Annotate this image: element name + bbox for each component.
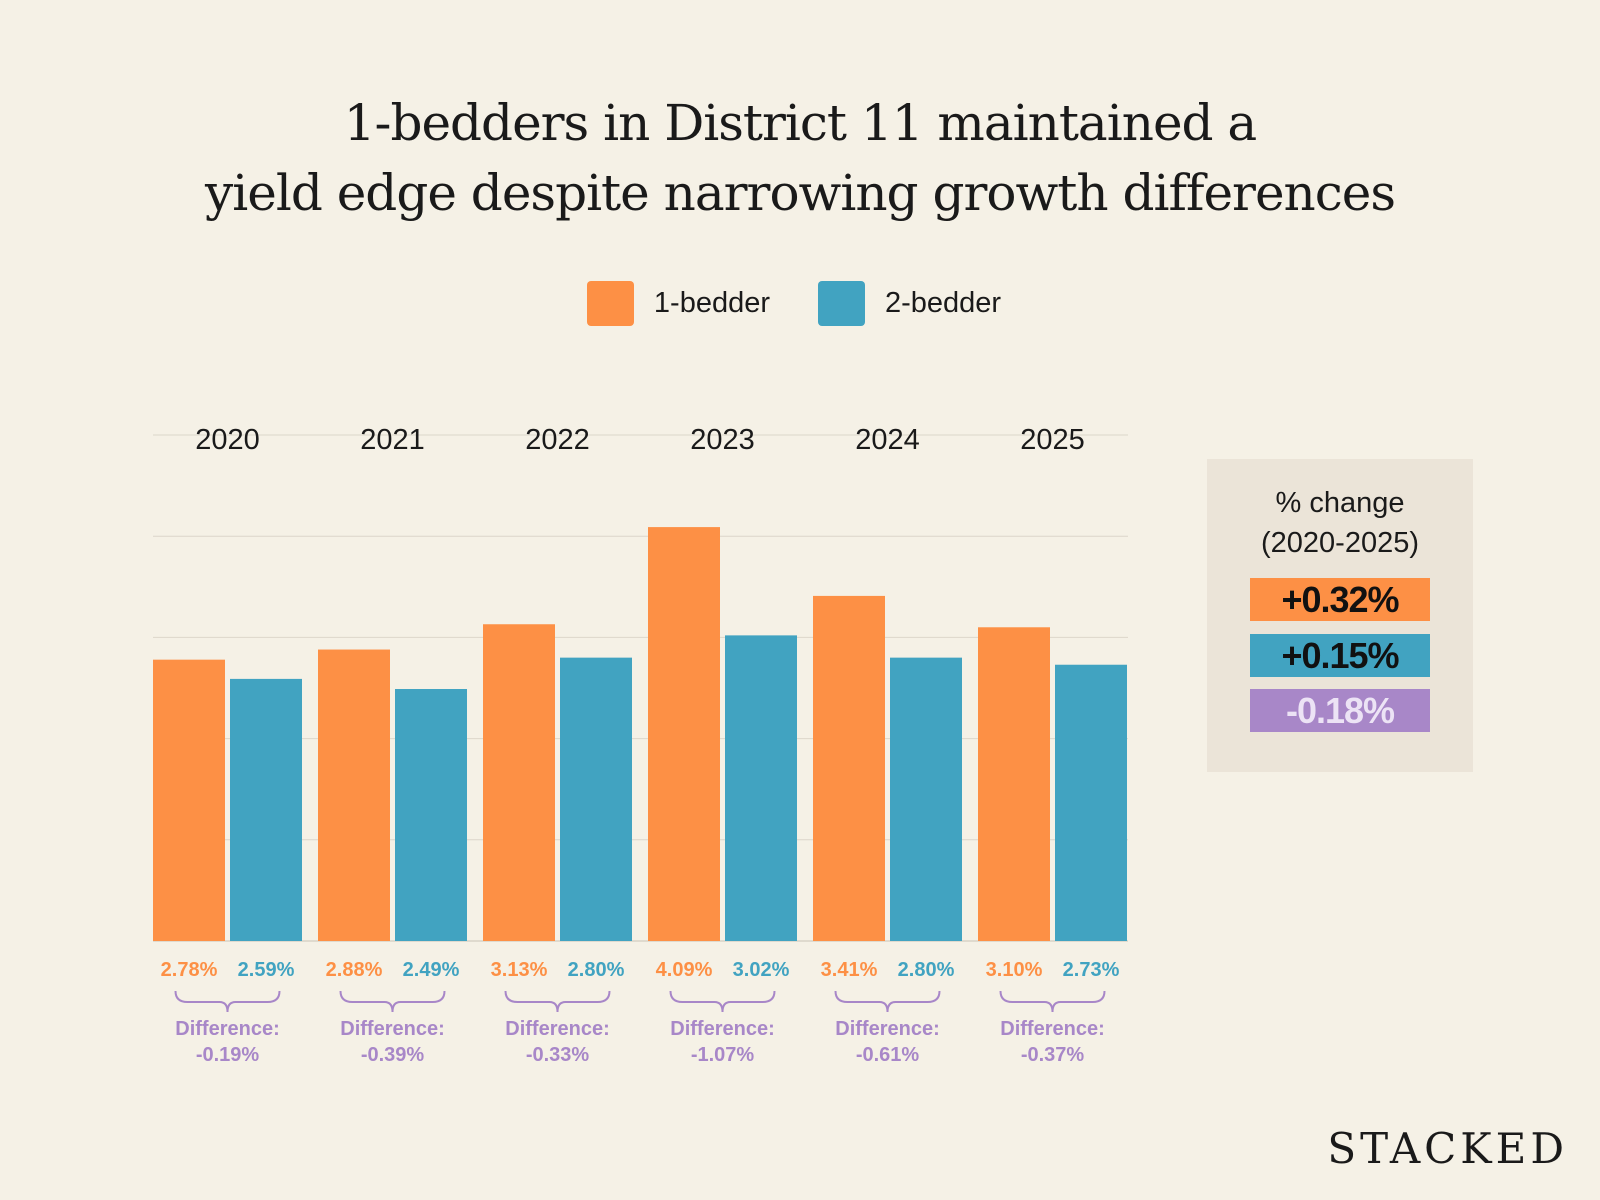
panel-title: % change (2020-2025): [1207, 483, 1473, 563]
bar-1-bedder: [318, 649, 390, 941]
title-line-2: yield edge despite narrowing growth diff…: [205, 164, 1396, 222]
difference-value: -0.61%: [856, 1044, 920, 1066]
year-label: 2025: [1020, 424, 1085, 456]
bar-1-bedder: [978, 627, 1050, 941]
legend-item-2-bedder: 2-bedder: [818, 281, 1001, 326]
bar-2-bedder: [560, 657, 632, 941]
year-label: 2020: [195, 424, 260, 456]
difference-value: -0.33%: [526, 1044, 590, 1066]
legend: 1-bedder 2-bedder: [0, 281, 1600, 326]
bar-1-bedder: [153, 659, 225, 941]
stacked-logo: STACKED: [1327, 1124, 1568, 1173]
value-label: 2.59%: [238, 959, 295, 981]
value-label: 2.80%: [568, 959, 625, 981]
difference-label: Difference:: [505, 1018, 609, 1040]
panel-title-line-2: (2020-2025): [1261, 527, 1419, 559]
brace: [504, 990, 611, 1013]
difference-value: -0.39%: [361, 1044, 425, 1066]
difference-label: Difference:: [175, 1018, 279, 1040]
difference-label: Difference:: [1000, 1018, 1104, 1040]
difference-label: Difference:: [670, 1018, 774, 1040]
brace: [999, 990, 1106, 1013]
value-label: 2.73%: [1063, 959, 1120, 981]
title-line-1: 1-bedders in District 11 maintained a: [343, 94, 1258, 152]
difference-label: Difference:: [835, 1018, 939, 1040]
bar-1-bedder: [483, 624, 555, 941]
year-label: 2021: [360, 424, 425, 456]
legend-item-1-bedder: 1-bedder: [586, 281, 770, 326]
brace: [834, 990, 941, 1013]
difference-value: -0.19%: [196, 1044, 260, 1066]
bar-2-bedder: [395, 689, 467, 941]
bar-2-bedder: [230, 678, 302, 941]
chart-title: 1-bedders in District 11 maintained a yi…: [0, 88, 1600, 228]
panel-title-line-1: % change: [1275, 487, 1405, 519]
bar-1-bedder: [648, 527, 720, 941]
difference-label: Difference:: [340, 1018, 444, 1040]
difference-value: -0.37%: [1021, 1044, 1085, 1066]
brace: [174, 990, 281, 1013]
value-label: 2.80%: [898, 959, 955, 981]
legend-swatch-orange: [586, 281, 634, 326]
bar-2-bedder: [725, 635, 797, 941]
difference-value: -1.07%: [691, 1044, 755, 1066]
year-label: 2024: [855, 424, 920, 456]
brace: [669, 990, 776, 1013]
legend-swatch-blue: [818, 281, 865, 326]
value-label: 2.88%: [326, 959, 383, 981]
value-label: 3.13%: [491, 959, 548, 981]
value-label: 4.09%: [656, 959, 713, 981]
value-label: 3.41%: [821, 959, 878, 981]
legend-label: 1-bedder: [653, 287, 770, 319]
value-label: 2.49%: [403, 959, 460, 981]
year-label: 2023: [690, 424, 755, 456]
year-label: 2022: [525, 424, 590, 456]
change-2-bedder: +0.15%: [1250, 634, 1430, 677]
value-label: 2.78%: [161, 959, 218, 981]
brace: [339, 990, 446, 1013]
bar-2-bedder: [1055, 664, 1127, 941]
change-difference: -0.18%: [1250, 689, 1430, 732]
value-label: 3.10%: [986, 959, 1043, 981]
legend-label: 2-bedder: [885, 287, 1002, 319]
bar-1-bedder: [813, 595, 885, 941]
bar-2-bedder: [890, 657, 962, 941]
value-label: 3.02%: [733, 959, 790, 981]
change-1-bedder: +0.32%: [1250, 578, 1430, 621]
percent-change-panel: % change (2020-2025) +0.32% +0.15% -0.18…: [1207, 459, 1473, 772]
